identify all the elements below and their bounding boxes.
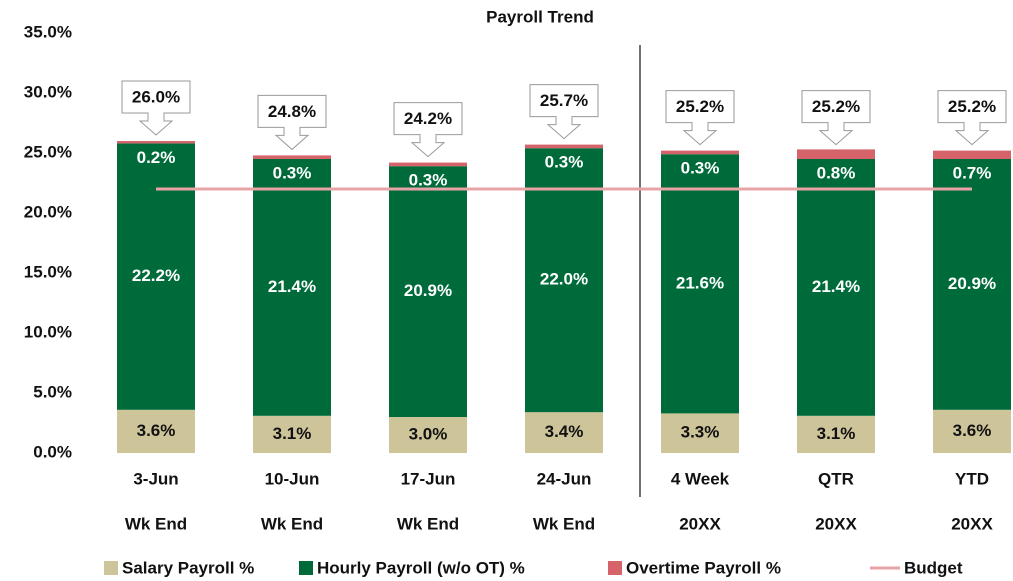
x-tick-sublabel: 20XX bbox=[951, 514, 993, 533]
x-tick-label: QTR bbox=[818, 469, 854, 488]
data-label: 0.7% bbox=[953, 163, 992, 182]
legend-swatch bbox=[104, 561, 118, 575]
legend-label: Salary Payroll % bbox=[122, 558, 254, 577]
bar-segment bbox=[933, 150, 1011, 159]
data-label: 0.3% bbox=[409, 171, 448, 190]
x-tick-label: 24-Jun bbox=[537, 469, 592, 488]
data-label: 3.0% bbox=[409, 424, 448, 443]
x-tick-label: YTD bbox=[955, 469, 989, 488]
x-tick-sublabel: Wk End bbox=[125, 514, 187, 533]
x-tick-sublabel: 20XX bbox=[679, 514, 721, 533]
total-callout bbox=[937, 90, 1007, 146]
bar-segment bbox=[389, 162, 467, 167]
y-tick-label: 35.0% bbox=[24, 22, 72, 41]
y-tick-label: 15.0% bbox=[24, 262, 72, 281]
total-label: 25.2% bbox=[948, 97, 996, 116]
bar-segment bbox=[797, 159, 875, 416]
total-callout bbox=[529, 84, 599, 140]
data-label: 21.4% bbox=[268, 277, 316, 296]
chart-title: Payroll Trend bbox=[486, 7, 594, 26]
data-label: 20.9% bbox=[948, 274, 996, 293]
total-label: 25.7% bbox=[540, 91, 588, 110]
bar-segment bbox=[117, 409, 195, 453]
legend-label: Hourly Payroll (w/o OT) % bbox=[317, 558, 525, 577]
data-label: 3.4% bbox=[545, 422, 584, 441]
x-tick-sublabel: 20XX bbox=[815, 514, 857, 533]
legend-swatch bbox=[608, 561, 622, 575]
bar-segment bbox=[797, 149, 875, 159]
bar-segment bbox=[525, 144, 603, 149]
total-label: 24.8% bbox=[268, 102, 316, 121]
total-label: 25.2% bbox=[676, 97, 724, 116]
legend-label: Budget bbox=[904, 558, 963, 577]
data-label: 0.2% bbox=[137, 148, 176, 167]
bar-segment bbox=[933, 409, 1011, 453]
legend-swatch bbox=[299, 561, 313, 575]
y-tick-label: 25.0% bbox=[24, 142, 72, 161]
data-label: 0.8% bbox=[817, 163, 856, 182]
data-label: 0.3% bbox=[273, 163, 312, 182]
data-label: 21.6% bbox=[676, 273, 724, 292]
total-callout bbox=[665, 90, 735, 146]
bar-segment bbox=[661, 150, 739, 155]
bar-segment bbox=[389, 417, 467, 453]
data-label: 3.1% bbox=[273, 424, 312, 443]
data-label: 3.6% bbox=[137, 421, 176, 440]
total-callout bbox=[393, 102, 463, 158]
bar-segment bbox=[389, 166, 467, 417]
bar-segment bbox=[117, 141, 195, 144]
x-tick-label: 4 Week bbox=[671, 469, 730, 488]
data-label: 22.2% bbox=[132, 266, 180, 285]
bar-segment bbox=[253, 155, 331, 159]
x-tick-sublabel: Wk End bbox=[533, 514, 595, 533]
y-tick-label: 20.0% bbox=[24, 202, 72, 221]
total-label: 25.2% bbox=[812, 97, 860, 116]
x-tick-label: 17-Jun bbox=[401, 469, 456, 488]
bar-segment bbox=[933, 159, 1011, 410]
total-label: 24.2% bbox=[404, 109, 452, 128]
x-tick-label: 10-Jun bbox=[265, 469, 320, 488]
y-tick-label: 10.0% bbox=[24, 322, 72, 341]
data-label: 3.6% bbox=[953, 421, 992, 440]
legend-label: Overtime Payroll % bbox=[626, 558, 781, 577]
data-label: 0.3% bbox=[681, 159, 720, 178]
total-callout bbox=[801, 90, 871, 146]
data-label: 3.3% bbox=[681, 423, 720, 442]
bar-segment bbox=[253, 159, 331, 416]
bar-segment bbox=[525, 412, 603, 453]
bar-segment bbox=[661, 154, 739, 414]
data-label: 21.4% bbox=[812, 277, 860, 296]
data-label: 20.9% bbox=[404, 281, 452, 300]
total-callout bbox=[257, 94, 327, 151]
total-callout bbox=[121, 80, 191, 136]
x-tick-label: 3-Jun bbox=[133, 469, 178, 488]
total-label: 26.0% bbox=[132, 87, 180, 106]
data-label: 3.1% bbox=[817, 424, 856, 443]
bar-segment bbox=[797, 415, 875, 453]
bar-segment bbox=[525, 148, 603, 413]
data-label: 0.3% bbox=[545, 153, 584, 172]
bar-segment bbox=[661, 413, 739, 453]
bar-segment bbox=[253, 415, 331, 453]
x-tick-sublabel: Wk End bbox=[397, 514, 459, 533]
data-label: 22.0% bbox=[540, 270, 588, 289]
y-tick-label: 0.0% bbox=[33, 442, 72, 461]
y-tick-label: 5.0% bbox=[33, 382, 72, 401]
y-tick-label: 30.0% bbox=[24, 82, 72, 101]
x-tick-sublabel: Wk End bbox=[261, 514, 323, 533]
